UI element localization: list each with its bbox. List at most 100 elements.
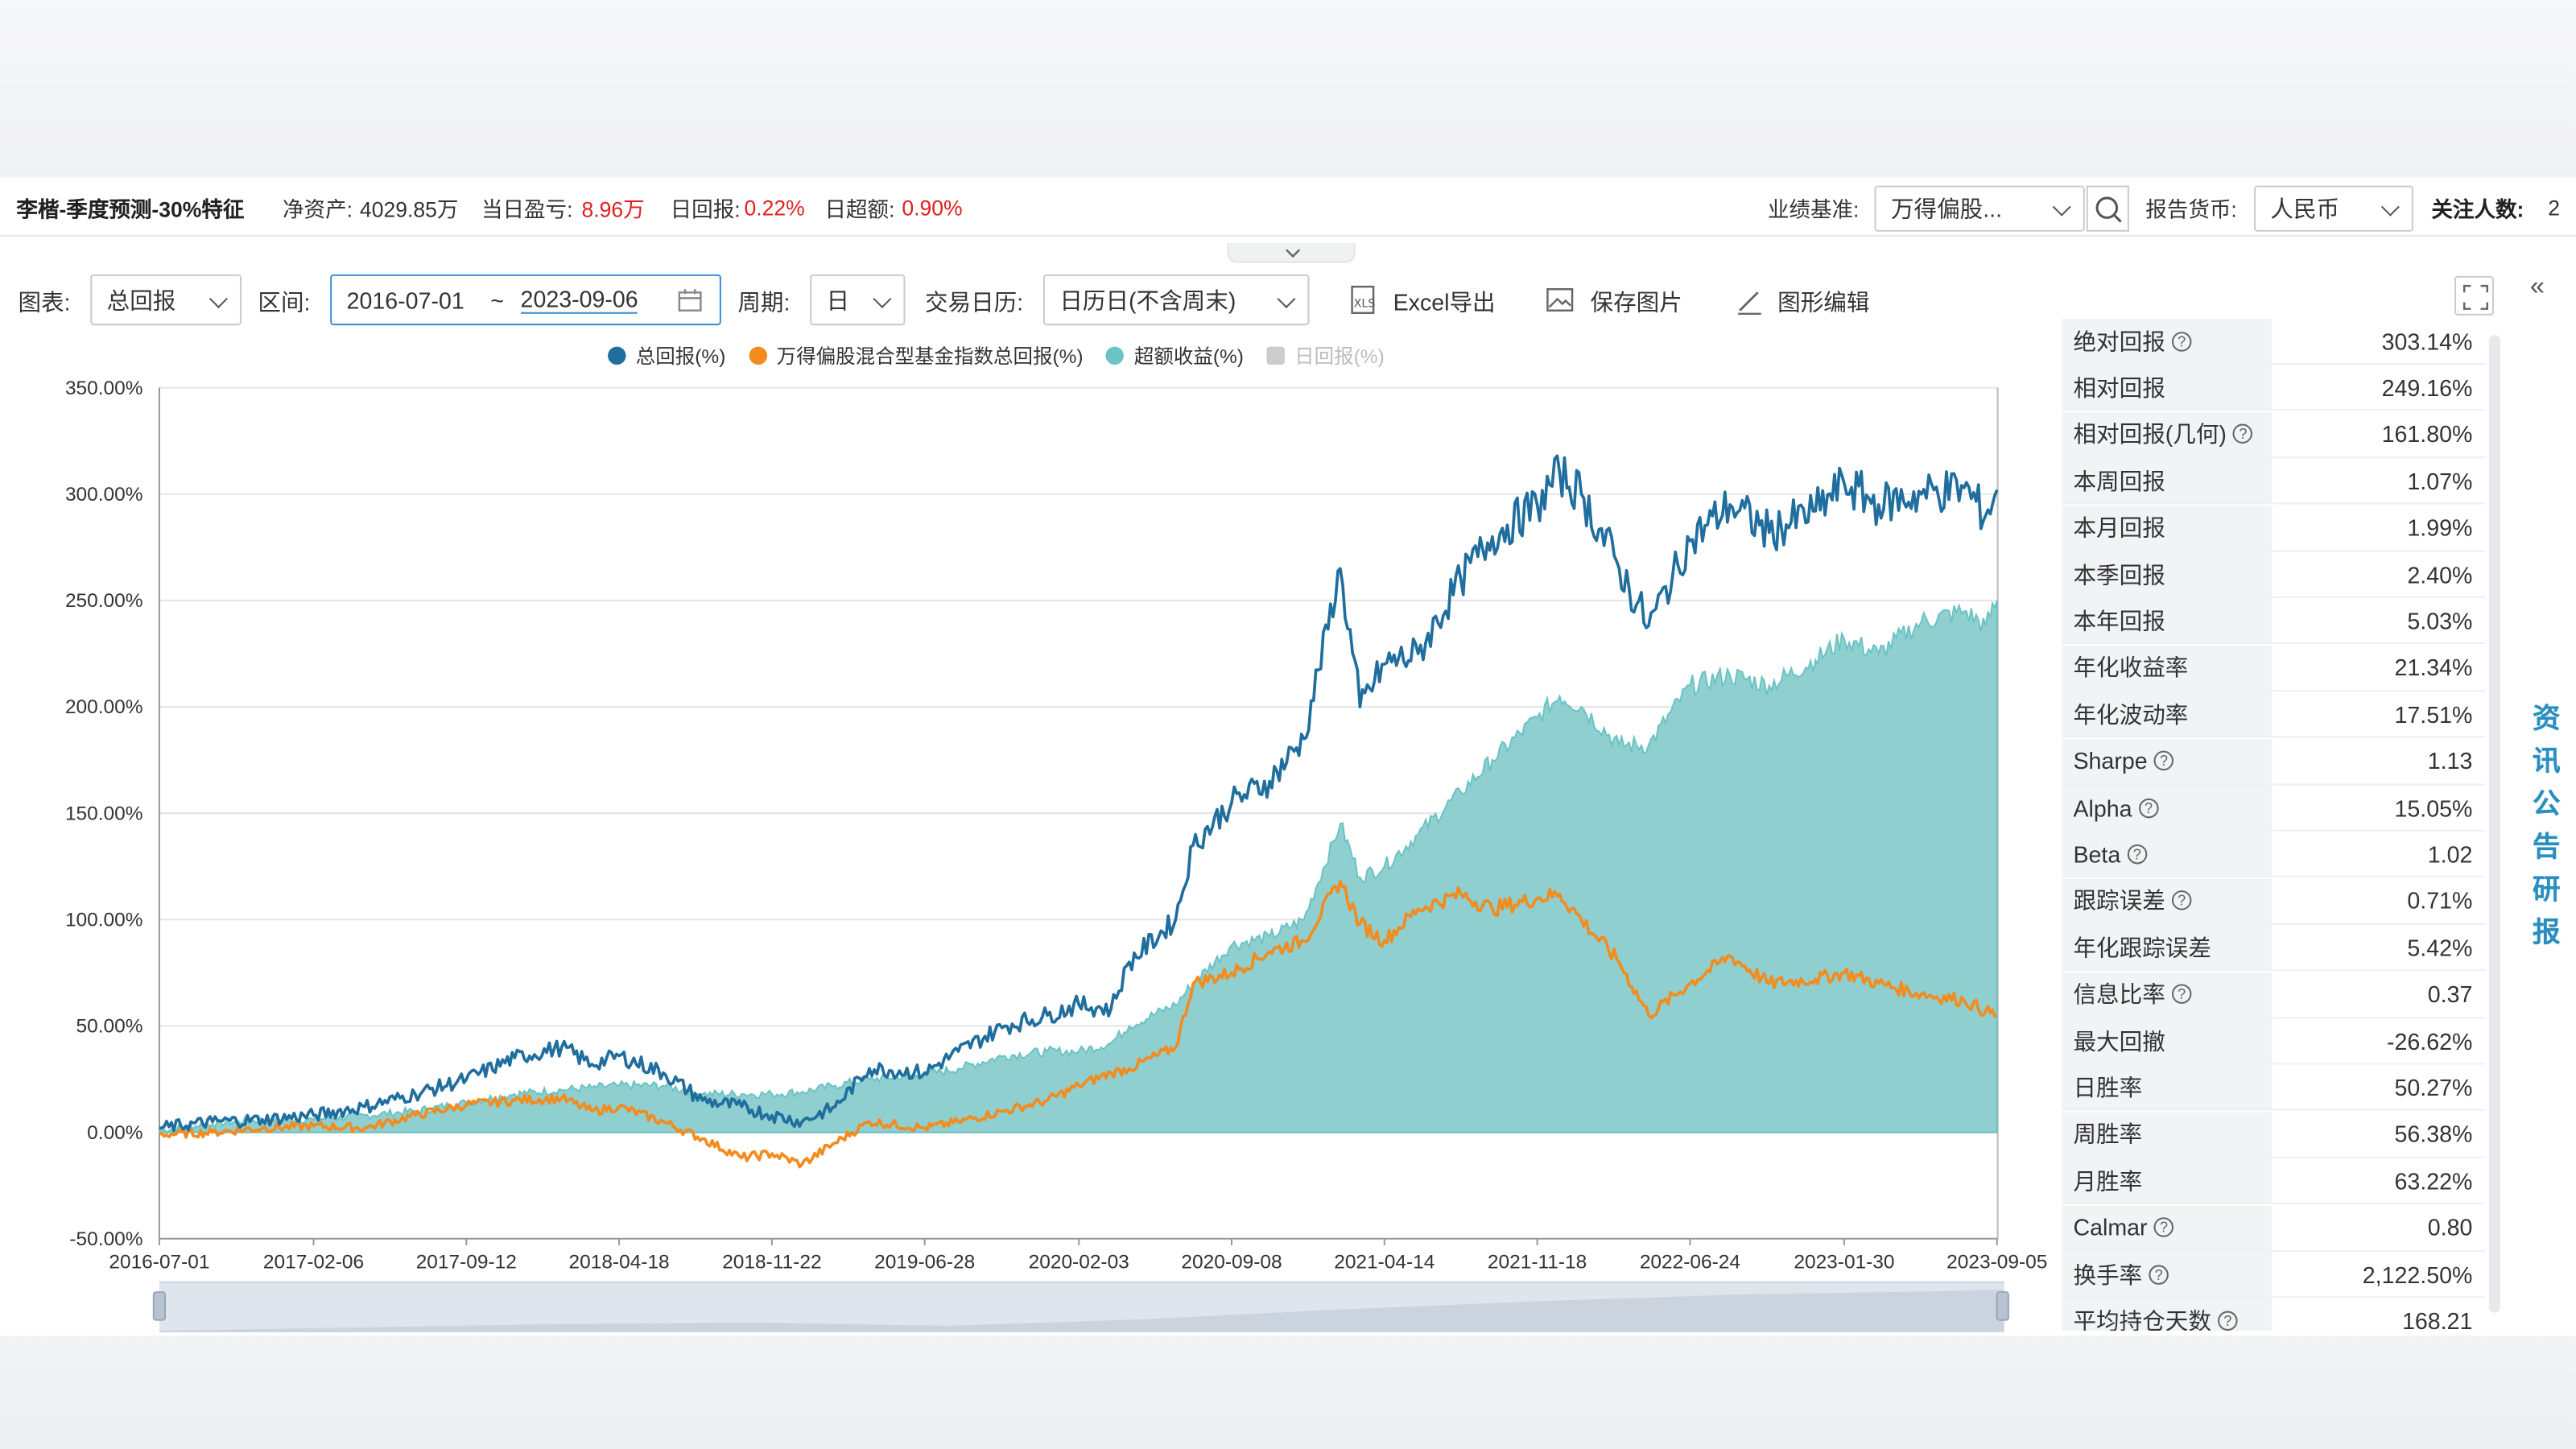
period-select[interactable]: 日 [810,274,906,326]
stat-value: 249.16% [2381,374,2473,401]
net-assets-value: 4029.85万 [359,196,459,222]
help-icon[interactable]: ? [2153,750,2174,771]
stat-value: 0.80 [2427,1214,2473,1241]
stat-row: Alpha? 15.05% [2062,785,2486,832]
legend-label: 万得偏股混合型基金指数总回报(%) [776,344,1084,368]
daily-pnl-label: 当日盈亏: [481,196,573,222]
x-tick-label: 2019-06-28 [874,1251,975,1273]
x-tick-label: 2018-04-18 [569,1251,670,1273]
currency-select[interactable]: 人民币 [2253,185,2413,232]
stat-value: 2.40% [2407,560,2473,588]
stat-row: 年化跟踪误差 5.42% [2062,925,2486,972]
x-tick-label: 2023-01-30 [1794,1251,1894,1273]
help-icon[interactable]: ? [2127,844,2147,865]
edit-chart-button[interactable]: 图形编辑 [1733,283,1889,319]
save-image-button[interactable]: 保存图片 [1544,283,1700,319]
stat-value: 50.27% [2394,1074,2473,1101]
stat-row: Beta? 1.02 [2062,832,2486,878]
stat-name: 本年回报 [2062,598,2273,643]
excess-return-area [158,600,1998,1133]
help-icon[interactable]: ? [2149,1264,2169,1284]
legend-item-benchmark[interactable]: 万得偏股混合型基金指数总回报(%) [748,341,1084,369]
stat-name: 绝对回报? [2062,318,2273,364]
excel-export-button[interactable]: XLS Excel导出 [1347,283,1511,319]
period-value: 日 [826,287,850,313]
navigator-right-handle[interactable] [1996,1291,2009,1321]
stat-name-text: 年化收益率 [2073,654,2189,681]
chart-type-value: 总回报 [106,287,176,313]
period-label: 周期: [737,289,791,316]
x-tick-label: 2017-09-12 [416,1251,517,1273]
stat-name: 周胜率 [2062,1112,2273,1157]
benchmark-label: 业绩基准: [1767,196,1860,222]
stat-row: 本季回报 2.40% [2062,551,2486,598]
side-tab-char: 研 [2532,873,2561,906]
stat-name-text: 相对回报(几何) [2073,421,2227,448]
side-tab-char: 公 [2532,788,2561,820]
y-tick-label: 350.00% [65,378,143,399]
stat-name-text: 月胜率 [2073,1167,2143,1195]
daily-return-value: 0.22% [744,195,805,221]
return-chart: -50.00% 0.00% 50.00% 100.00% 150.00% 200.00% 2… [65,378,2047,1274]
range-navigator[interactable] [159,1281,2004,1333]
help-icon[interactable]: ? [2138,797,2159,818]
collapse-tab[interactable] [1227,243,1356,263]
stat-name: 本月回报 [2062,505,2273,550]
help-icon[interactable]: ? [2171,331,2192,351]
stat-name: 日胜率 [2062,1065,2273,1110]
side-tabs[interactable]: 资讯公告研报 [2527,698,2566,954]
trading-calendar-select[interactable]: 日历日(不含周末) [1042,274,1310,326]
pencil-icon [1738,291,1761,316]
help-icon[interactable]: ? [2233,424,2253,444]
side-tab-char: 告 [2532,831,2561,863]
stat-name: 相对回报 [2062,365,2273,410]
stat-name-text: 相对回报 [2073,374,2165,401]
help-icon[interactable]: ? [2218,1311,2238,1331]
legend-label: 超额收益(%) [1133,344,1244,368]
y-tick-label: 0.00% [87,1122,142,1144]
help-icon[interactable]: ? [2171,890,2192,911]
stat-value: 1.02 [2427,840,2473,868]
benchmark-select[interactable]: 万得偏股... [1874,185,2085,232]
benchmark-search-button[interactable] [2086,185,2129,232]
edit-chart-label: 图形编辑 [1777,289,1870,316]
stat-name-text: Calmar [2073,1214,2148,1241]
navigator-left-handle[interactable] [152,1291,167,1321]
stat-row: 跟踪误差? 0.71% [2062,878,2486,925]
legend-marker [608,345,626,365]
stat-row: 最大回撤 -26.62% [2062,1018,2486,1065]
stat-value: 15.05% [2394,794,2473,821]
fund-name: 李楷-季度预测-30%特征 [16,196,245,222]
x-tick-label: 2020-02-03 [1029,1251,1129,1273]
legend-label: 日回报(%) [1294,344,1385,368]
collapse-panel-icon[interactable]: « [2529,272,2545,301]
followers-label: 关注人数: [2431,196,2524,222]
range-label: 区间: [258,289,311,316]
navigator-sparkline [159,1290,2004,1333]
stat-name-text: Alpha [2073,794,2132,821]
y-tick-label: 50.00% [76,1016,143,1038]
stat-row: 本月回报 1.99% [2062,505,2486,551]
legend-item-daily-return[interactable]: 日回报(%) [1266,341,1385,369]
stat-name-text: 平均持仓天数 [2073,1307,2211,1331]
stats-scrollbar[interactable] [2488,335,2501,1313]
range-start: 2016-07-01 [346,287,464,313]
stat-value: 0.71% [2407,887,2473,914]
help-icon[interactable]: ? [2153,1217,2174,1237]
currency-label: 报告货币: [2145,196,2237,222]
date-range-picker[interactable]: 2016-07-01 ~ 2023-09-06 [330,274,721,326]
stat-value: 1.07% [2407,467,2473,494]
help-icon[interactable]: ? [2171,984,2192,1005]
stat-value: 168.21 [2402,1307,2473,1331]
legend-item-total-return[interactable]: 总回报(%) [608,341,725,369]
legend-item-excess[interactable]: 超额收益(%) [1106,341,1244,369]
chart-type-select[interactable]: 总回报 [90,274,242,326]
stat-name: 月胜率 [2062,1158,2273,1203]
legend-marker [748,345,767,365]
chevron-down-icon [2380,197,2400,217]
stat-name: 相对回报(几何)? [2062,411,2273,456]
y-tick-label: -50.00% [69,1228,142,1250]
expand-button[interactable] [2454,275,2494,316]
stat-name-text: 换手率 [2073,1261,2143,1287]
stat-name-text: 最大回撤 [2073,1027,2165,1055]
